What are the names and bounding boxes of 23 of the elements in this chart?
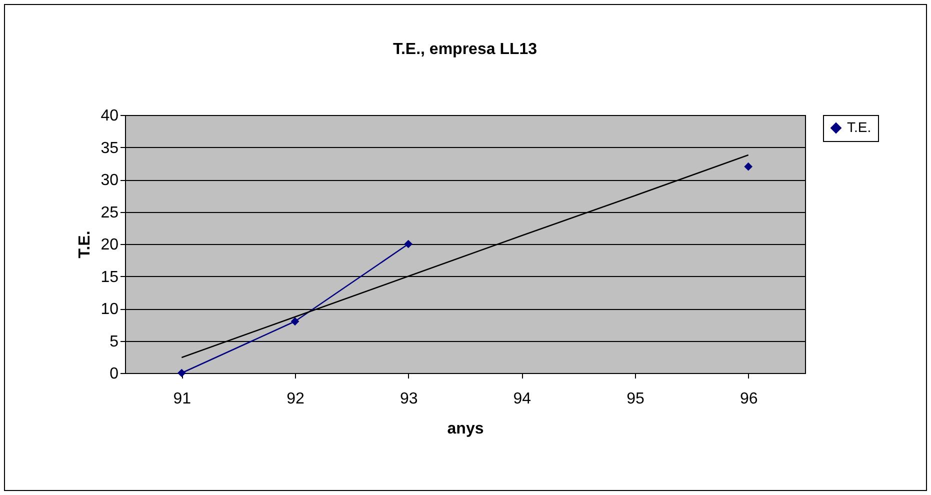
y-tick-label: 10 [100, 301, 119, 318]
y-tick-label: 15 [100, 268, 119, 286]
point [290, 317, 300, 326]
y-tick-label: 20 [100, 236, 119, 254]
point [177, 368, 186, 378]
x-tick-label: 94 [513, 390, 532, 408]
point [744, 162, 753, 171]
y-tick-label: 0 [110, 366, 119, 382]
y-axis-title: T.E. [76, 230, 94, 258]
x-tick-label: 93 [400, 390, 418, 408]
x-tick-label: 92 [286, 390, 304, 408]
y-tick-label: 25 [100, 204, 119, 222]
x-tick-label: 96 [740, 390, 758, 408]
y-tick-label: 30 [100, 172, 119, 189]
x-tick-label: 91 [173, 390, 192, 408]
x-tick-label: 95 [626, 390, 644, 408]
point [404, 240, 413, 248]
chart-title: T.E., empresa LL13 [392, 41, 538, 58]
y-tick-label: 35 [100, 140, 119, 157]
y-tick-label: 5 [110, 333, 119, 350]
legend-label: T.E. [847, 119, 872, 135]
x-axis-title: anys [447, 420, 484, 438]
y-tick-label: 40 [100, 108, 119, 124]
